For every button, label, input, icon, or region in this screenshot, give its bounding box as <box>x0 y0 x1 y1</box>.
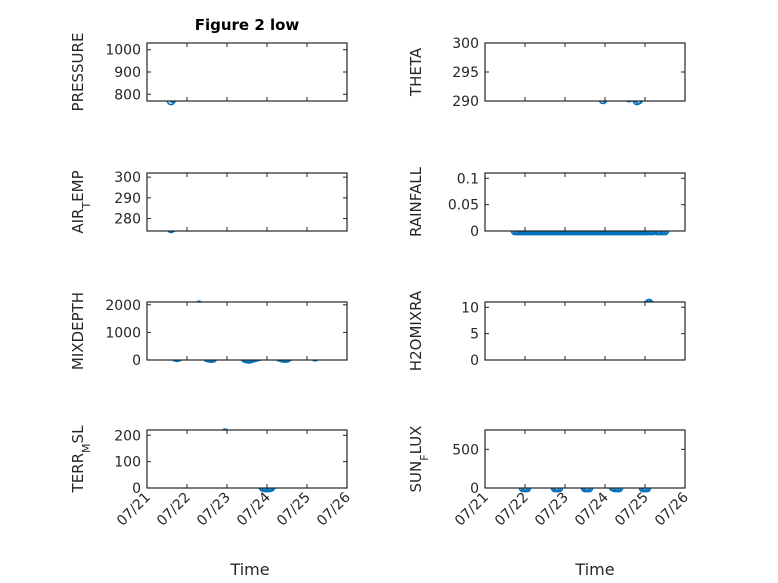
axes-frame <box>484 42 686 102</box>
subplot-3: 280 290 300 AIRTEMP <box>69 170 348 234</box>
y-axis-label: RAINFALL <box>407 166 425 237</box>
subplot-5: 0 1000 2000 MIXDEPTH <box>69 292 348 370</box>
y-tick-label: 500 <box>452 442 479 458</box>
y-tick-label: 10 <box>461 300 479 316</box>
subplot-1: 800 900 1000 PRESSURE <box>69 33 348 112</box>
axes-frame <box>484 172 686 232</box>
y-tick-label: 800 <box>114 87 141 103</box>
x-tick-label: 07/25 <box>274 490 314 530</box>
y-tick-label: 290 <box>452 94 479 110</box>
y-tick-label: 1000 <box>105 325 141 341</box>
axes-frame <box>146 42 348 102</box>
y-tick-label: 100 <box>114 455 141 471</box>
y-tick-label: 0 <box>470 353 479 369</box>
subplot-4: 0 0.05 0.1 RAINFALL <box>407 166 686 240</box>
y-tick-label: 0 <box>470 481 479 497</box>
y-tick-label: 1000 <box>105 43 141 59</box>
y-axis-label: THETA <box>407 47 425 97</box>
y-tick-label: 2000 <box>105 298 141 314</box>
y-axis-label: MIXDEPTH <box>69 292 87 370</box>
x-tick-label: 07/26 <box>314 489 354 529</box>
y-tick-label: 290 <box>114 191 141 207</box>
x-tick-label: 07/23 <box>194 490 234 530</box>
x-tick-label: 07/26 <box>652 489 692 529</box>
figure-title: Figure 2 low <box>195 16 300 34</box>
axes-frame <box>484 429 686 489</box>
axes-frame <box>146 429 348 489</box>
y-tick-label: 300 <box>114 170 141 186</box>
y-axis-label: H2OMIXRA <box>407 290 425 371</box>
y-tick-label: 200 <box>114 428 141 444</box>
axes-frame <box>146 301 348 361</box>
y-tick-label: 5 <box>470 327 479 343</box>
y-tick-label: 0 <box>132 353 141 369</box>
x-tick-label: 07/24 <box>572 489 612 529</box>
x-tick-label: 07/24 <box>234 489 274 529</box>
subplot-2: 290 295 300 THETA <box>407 36 686 110</box>
axes-frame <box>484 301 686 361</box>
x-axis-label-right: Time <box>574 560 614 579</box>
y-tick-label: 0.05 <box>448 198 479 214</box>
x-tick-label: 07/25 <box>612 490 652 530</box>
y-tick-label: 900 <box>114 65 141 81</box>
x-tick-label: 07/23 <box>532 490 572 530</box>
y-tick-label: 295 <box>452 65 479 81</box>
axes-frame <box>146 172 348 232</box>
y-axis-label: TERRMSL <box>69 425 93 494</box>
x-tick-label: 07/22 <box>154 490 194 530</box>
x-tick-label: 07/22 <box>492 490 532 530</box>
y-tick-label: 300 <box>452 36 479 52</box>
y-tick-label: 0 <box>132 481 141 497</box>
y-tick-label: 280 <box>114 212 141 228</box>
y-axis-label: AIRTEMP <box>69 170 93 233</box>
y-tick-label: 0 <box>470 224 479 240</box>
y-axis-label: PRESSURE <box>69 33 87 112</box>
y-axis-label: SUNFLUX <box>407 426 431 493</box>
x-axis-label-left: Time <box>229 560 269 579</box>
subplot-6: 0 5 10 H2OMIXRA <box>407 290 686 371</box>
y-tick-label: 0.1 <box>457 171 479 187</box>
